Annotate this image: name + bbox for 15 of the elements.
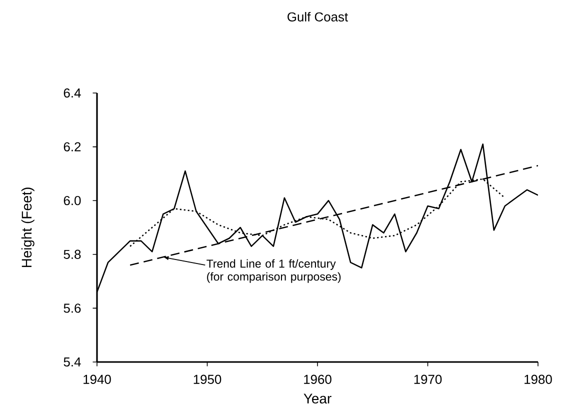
- y-tick-label: 5.6: [64, 304, 81, 313]
- x-tick-label: 1970: [414, 374, 442, 384]
- y-tick-label: 6.0: [64, 196, 81, 206]
- x-axis-title: Year: [304, 394, 332, 404]
- y-axis-title: Height (Feet): [21, 188, 34, 268]
- x-tick-label: 1980: [524, 374, 552, 384]
- y-tick-label: 5.8: [64, 250, 81, 259]
- y-tick-label: 6.2: [64, 142, 81, 152]
- x-tick-label: 1940: [84, 374, 111, 384]
- x-tick-label: 1950: [194, 374, 222, 384]
- chart-title: Gulf Coast: [288, 12, 348, 22]
- annotation: Trend Line of 1 ft/century (for comparison purposes): [206, 259, 341, 283]
- y-tick-label: 6.4: [64, 88, 81, 98]
- y-tick-label: 5.4: [64, 357, 81, 367]
- x-tick-label: 1960: [304, 374, 332, 384]
